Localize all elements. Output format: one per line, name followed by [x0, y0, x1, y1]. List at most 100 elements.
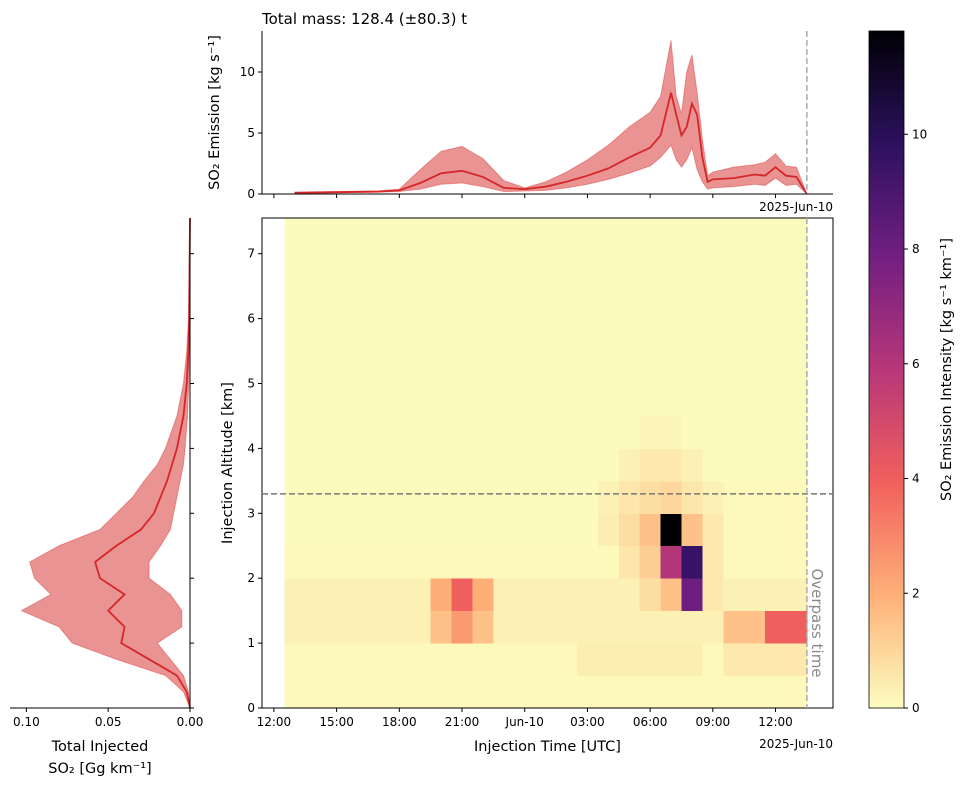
heat-cell — [347, 545, 369, 579]
x-axis-label: Injection Time [UTC] — [474, 739, 621, 755]
heat-cell — [451, 610, 473, 644]
heat-cell — [326, 675, 348, 709]
heat-cell — [472, 415, 494, 449]
heat-cell — [723, 480, 745, 514]
heat-cell — [618, 448, 641, 482]
heat-cell — [744, 286, 766, 320]
heat-cell — [451, 253, 473, 287]
heat-cell — [681, 253, 703, 287]
heat-cell — [702, 318, 724, 352]
heat-cell — [618, 351, 641, 384]
heat-cell — [681, 545, 703, 579]
heat-cell — [639, 383, 662, 417]
heat-cell — [765, 383, 787, 417]
heat-cell — [409, 480, 432, 514]
heat-cell — [430, 448, 453, 482]
heat-cell — [535, 286, 557, 320]
x-tick-label: 18:00 — [382, 715, 417, 729]
heat-cell — [409, 318, 432, 352]
x-offset-label: 2025-Jun-10 — [759, 200, 833, 214]
heat-cell — [347, 578, 369, 612]
heat-cell — [367, 286, 390, 320]
heat-cell — [556, 578, 578, 612]
heat-cell — [639, 286, 662, 320]
heat-cell — [430, 218, 453, 255]
heat-cell — [744, 218, 766, 255]
heat-cell — [535, 513, 557, 547]
x-tick-label: 0.00 — [177, 715, 204, 729]
heat-cell — [326, 415, 348, 449]
heat-cell — [472, 286, 494, 320]
heat-cell — [430, 513, 453, 547]
heat-cell — [639, 480, 662, 514]
heat-cell — [556, 383, 578, 417]
heat-cell — [556, 415, 578, 449]
x-tick-label: Jun-10 — [505, 715, 544, 729]
heat-cell — [660, 545, 682, 579]
heat-cell — [451, 218, 473, 255]
heat-cell — [618, 610, 641, 644]
heat-cell — [347, 218, 369, 255]
heat-cell — [367, 643, 390, 677]
heat-cell — [409, 643, 432, 677]
x-tick-label: 09:00 — [696, 715, 731, 729]
heat-cell — [326, 383, 348, 417]
heat-cell — [744, 610, 766, 644]
heat-cell — [347, 318, 369, 352]
heat-cell — [744, 448, 766, 482]
heat-cell — [744, 513, 766, 547]
heat-cell — [388, 545, 411, 579]
heat-cell — [514, 218, 536, 255]
heat-cell — [785, 643, 808, 677]
heat-cell — [785, 218, 808, 255]
heat-cell — [744, 383, 766, 417]
heat-cell — [367, 415, 390, 449]
heat-cell — [367, 218, 390, 255]
heat-cell — [472, 610, 494, 644]
heat-cell — [451, 675, 473, 709]
heat-cell — [367, 383, 390, 417]
uncertainty-band — [294, 40, 808, 195]
heat-cell — [367, 675, 390, 709]
x-tick-label: 0.10 — [13, 715, 40, 729]
heat-cell — [305, 318, 327, 352]
heat-cell — [493, 218, 515, 255]
heat-cell — [618, 480, 641, 514]
plot-frame — [261, 217, 834, 709]
heat-cell — [744, 415, 766, 449]
heat-cell — [305, 480, 327, 514]
heat-cell — [785, 351, 808, 384]
heat-cell — [618, 218, 641, 255]
heat-cell — [388, 675, 411, 709]
heat-cell — [639, 218, 662, 255]
y-tick-label: 4 — [247, 441, 255, 455]
overpass-annotation: Overpass time — [808, 568, 826, 677]
heat-cell — [388, 513, 411, 547]
x-tick-label: 0.05 — [95, 715, 122, 729]
heat-cell — [514, 513, 536, 547]
heat-cell — [472, 480, 494, 514]
heat-cell — [681, 513, 703, 547]
heat-cell — [556, 480, 578, 514]
heat-cell — [493, 578, 515, 612]
heat-cell — [597, 318, 620, 352]
heat-cell — [702, 253, 724, 287]
heat-cell — [305, 383, 327, 417]
heat-cell — [347, 480, 369, 514]
heat-cell — [514, 415, 536, 449]
heat-cell — [347, 448, 369, 482]
heat-cell — [681, 643, 703, 677]
heat-cell — [430, 610, 453, 644]
heat-cell — [785, 513, 808, 547]
heat-cell — [284, 643, 306, 677]
heat-cell — [576, 675, 599, 709]
y-tick-label: 7 — [247, 247, 255, 261]
heat-cell — [765, 643, 787, 677]
heat-cell — [785, 578, 808, 612]
heat-cell — [284, 318, 306, 352]
heat-cell — [535, 480, 557, 514]
heat-cell — [660, 675, 682, 709]
y-axis-label: Injection Altitude [km] — [220, 382, 236, 544]
heat-cell — [765, 578, 787, 612]
heat-cell — [472, 513, 494, 547]
